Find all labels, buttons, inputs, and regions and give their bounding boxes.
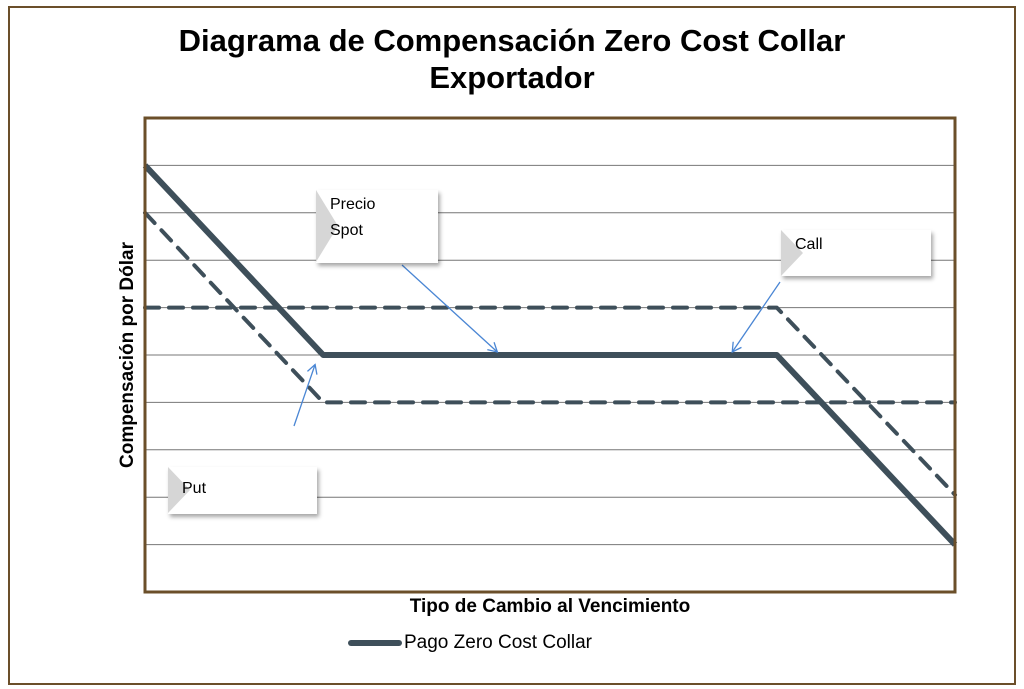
series-line-0 [142,163,958,547]
title-line-2: Exportador [429,60,595,95]
legend-label: Pago Zero Cost Collar [404,632,592,653]
chart-frame [8,6,1016,685]
legend-swatch [348,640,402,646]
callout-call: Call [781,230,931,276]
annotation-arrow [401,264,499,353]
title-line-1: Diagrama de Compensación Zero Cost Colla… [178,23,846,58]
legend: Pago Zero Cost Collar [348,632,592,654]
plot-border [143,116,957,594]
callout-precio-spot: Precio Spot [316,190,438,263]
annotation-arrow [293,363,318,427]
x-axis-label: Tipo de Cambio al Vencimiento [409,596,691,617]
annotation-arrow [731,281,781,354]
chart-title: Diagrama de Compensación Zero Cost Colla… [0,22,1024,96]
series-line-1 [143,210,957,405]
y-axis-label: Compensación por Dólar [117,242,138,468]
series-line-2 [143,305,957,497]
callout-put: Put [168,467,317,514]
